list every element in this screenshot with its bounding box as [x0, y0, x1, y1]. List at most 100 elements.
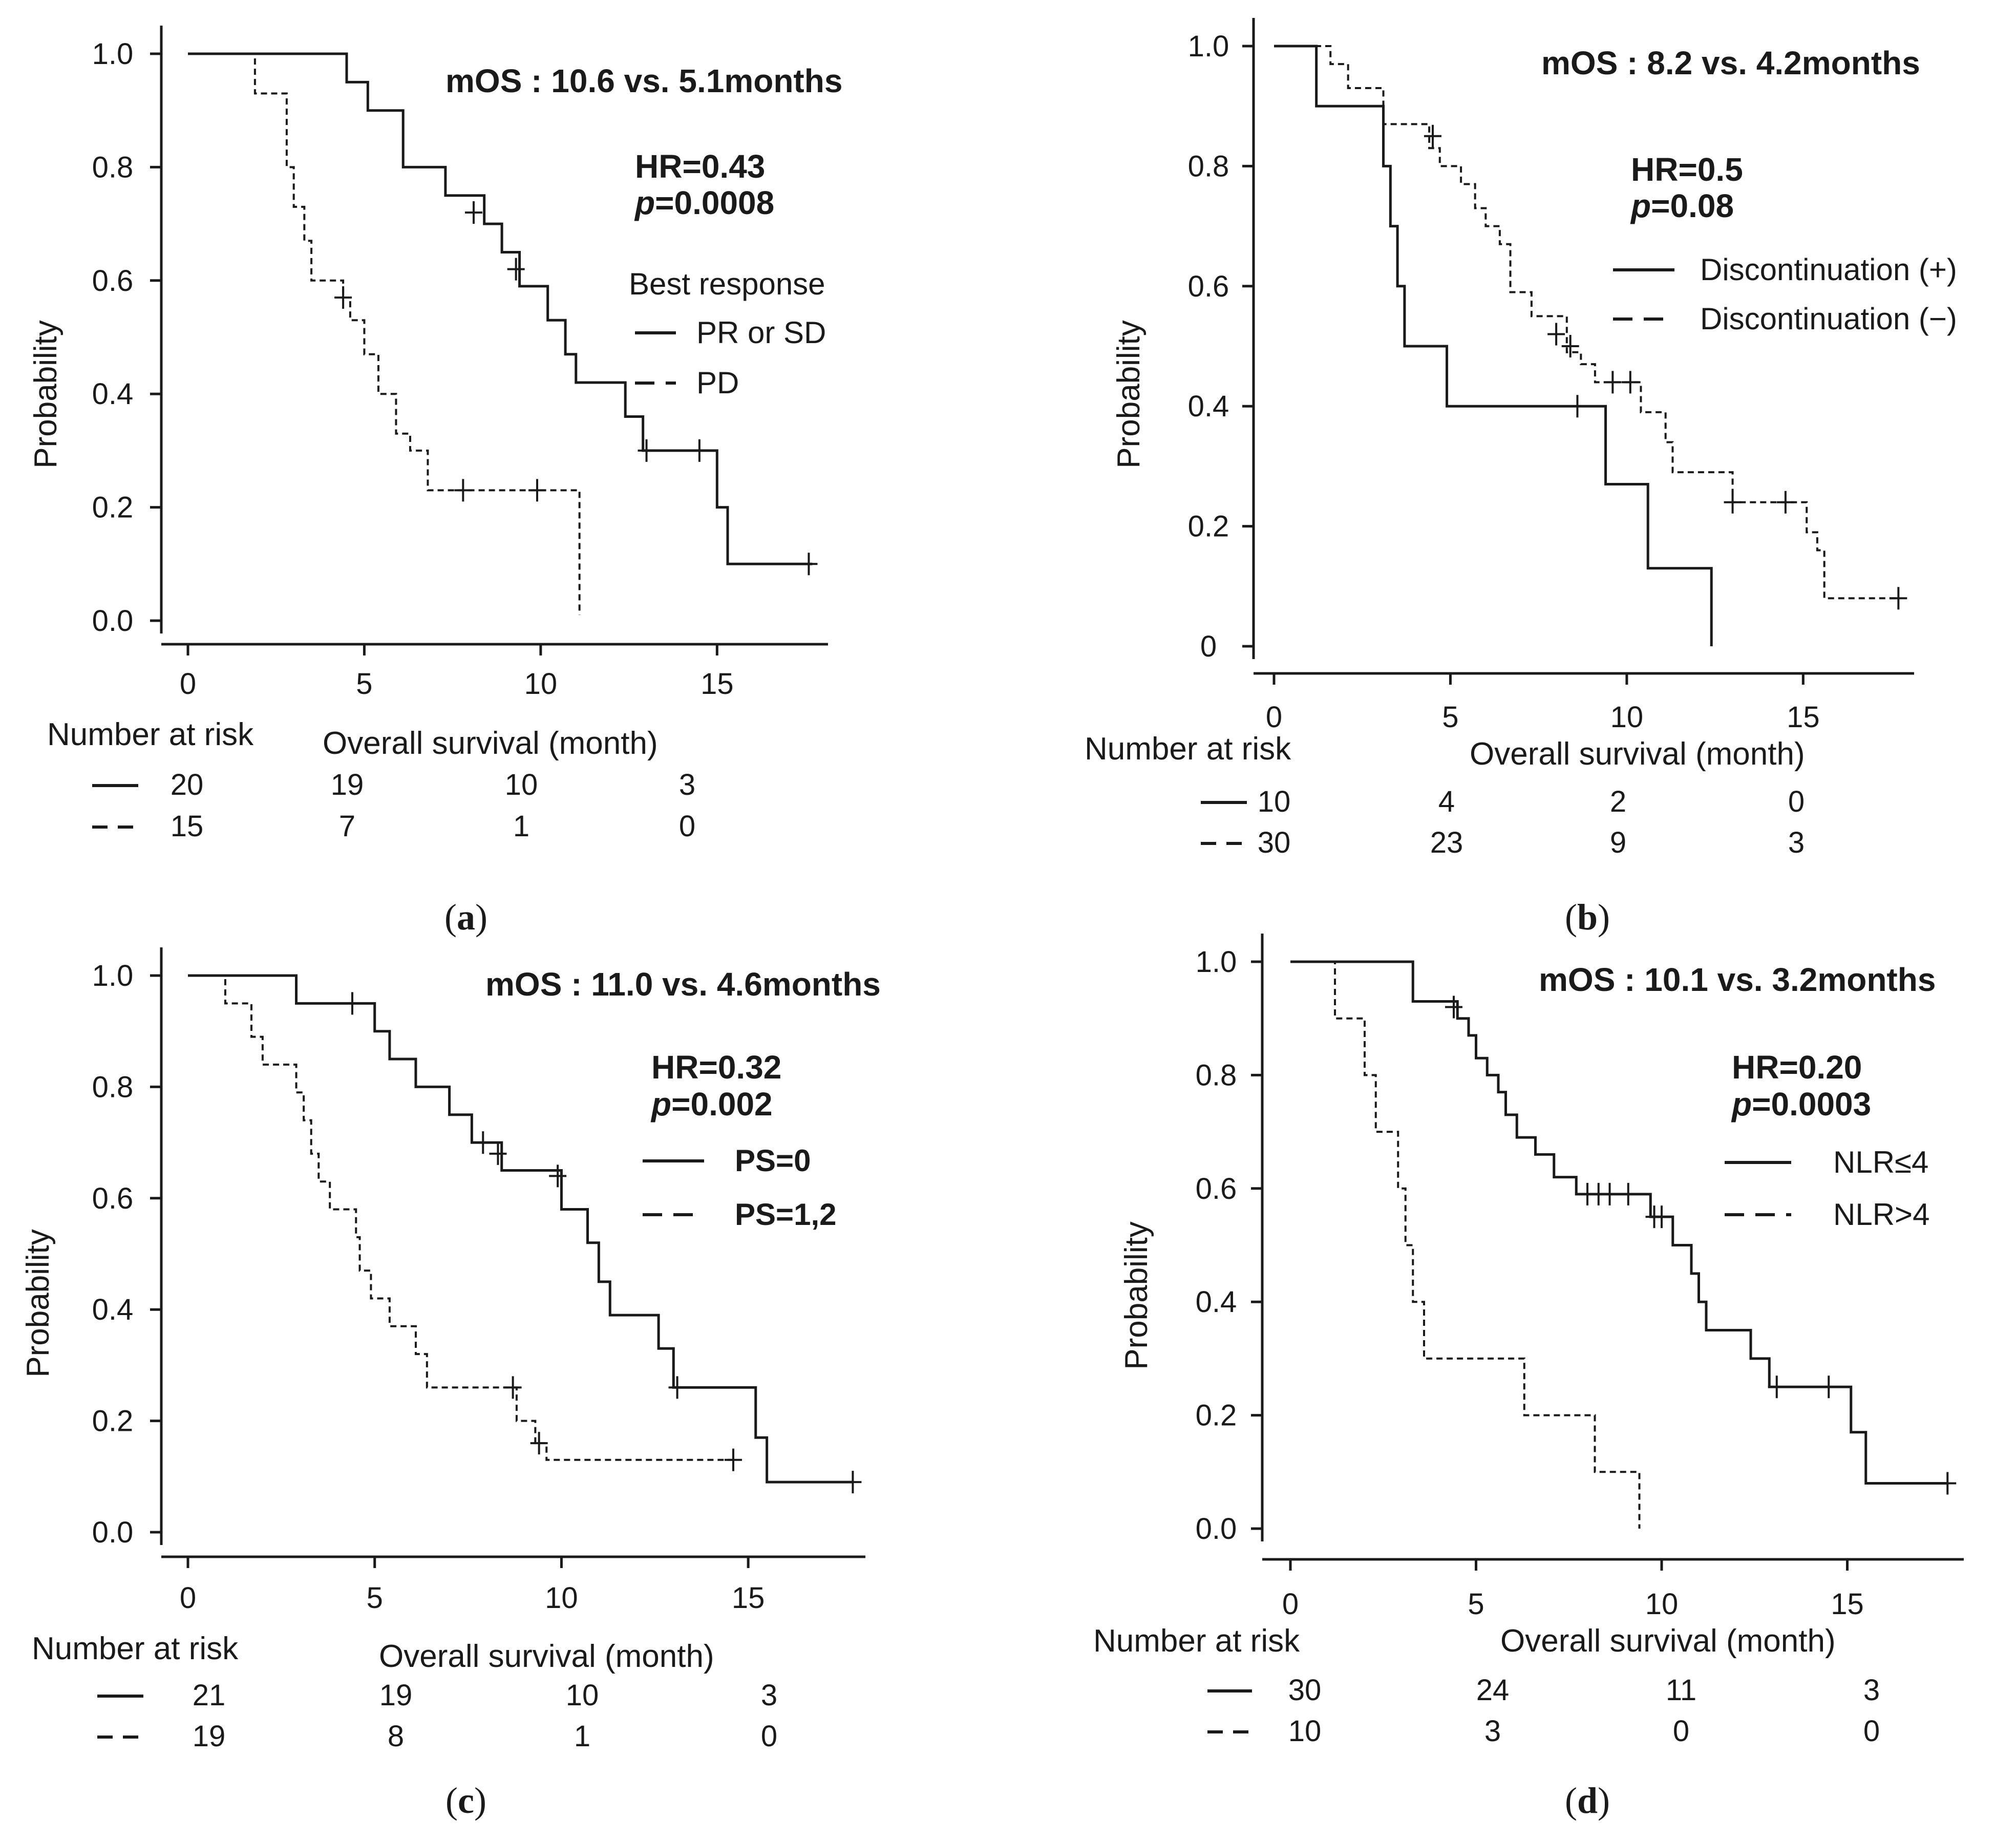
risk-count: 10: [566, 1679, 599, 1712]
y-tick-label: 0.2: [1188, 510, 1229, 543]
censor-mark: [334, 286, 352, 309]
legend-entry: PR or SD: [696, 315, 826, 350]
caption-open: (: [445, 1780, 458, 1821]
risk-count: 3: [1788, 826, 1805, 859]
p-symbol: p: [1630, 187, 1651, 224]
y-tick-label: 1.0: [92, 37, 134, 71]
p-value: =0.0008: [655, 184, 774, 221]
y-tick-label: 0.4: [1188, 390, 1229, 423]
risk-count: 2: [1610, 785, 1626, 818]
mos-annotation: mOS : 10.6 vs. 5.1months: [445, 62, 842, 99]
x-tick-label: 10: [1610, 701, 1644, 734]
km-curve-dashed: [188, 53, 581, 615]
censor-mark: [1768, 1376, 1786, 1399]
panel-caption: (c): [445, 1780, 486, 1821]
censor-mark: [1619, 1182, 1637, 1205]
legend-entry: PD: [696, 366, 739, 400]
censor-mark: [1939, 1472, 1957, 1495]
legend-entry: NLR≤4: [1833, 1145, 1928, 1179]
p-value-annotation: p=0.002: [650, 1086, 773, 1123]
censor-mark: [638, 439, 655, 462]
y-tick-label: 0.8: [1196, 1059, 1237, 1092]
y-tick-label: 0.6: [92, 264, 134, 298]
censor-mark: [507, 258, 525, 281]
legend-entry: NLR>4: [1833, 1197, 1929, 1232]
risk-count: 30: [1288, 1674, 1322, 1707]
panel-caption: (d): [1565, 1780, 1610, 1821]
risk-count: 3: [1863, 1674, 1880, 1707]
x-tick-label: 15: [1787, 701, 1820, 734]
censor-mark: [1776, 491, 1794, 514]
censor-mark: [530, 1432, 548, 1455]
x-tick-label: 0: [1282, 1588, 1299, 1621]
censor-mark: [1561, 335, 1579, 357]
km-curve-solid: [188, 52, 813, 565]
risk-count: 0: [1863, 1715, 1880, 1748]
risk-count: 30: [1258, 826, 1291, 859]
y-axis-label: Probability: [1119, 1221, 1154, 1369]
censor-mark: [1601, 1182, 1619, 1205]
y-tick-label: 0.6: [92, 1182, 134, 1215]
x-tick-label: 0: [1266, 701, 1282, 734]
x-tick-label: 10: [545, 1581, 578, 1615]
caption-close: ): [474, 1780, 486, 1821]
x-axis-label: Overall survival (month): [1470, 736, 1805, 772]
y-axis-label: Probability: [28, 320, 63, 468]
mos-annotation: mOS : 11.0 vs. 4.6months: [485, 966, 881, 1003]
y-tick-label: 0.2: [1196, 1399, 1237, 1432]
p-value: =0.0003: [1752, 1086, 1871, 1123]
y-tick-label: 0.0: [1196, 1512, 1237, 1546]
x-tick-label: 15: [701, 667, 734, 701]
censor-mark: [454, 479, 472, 502]
x-tick-label: 5: [356, 667, 372, 701]
censor-mark: [1820, 1376, 1838, 1399]
y-tick-label: 1.0: [1188, 30, 1229, 63]
panel-caption: (b): [1565, 897, 1610, 938]
caption-open: (: [1565, 1780, 1577, 1821]
y-tick-label: 0.2: [92, 1405, 134, 1438]
risk-count: 10: [505, 768, 538, 801]
panel-a: 0.00.20.40.60.81.00 5 10 15ProbabilityOvera…: [28, 26, 842, 938]
y-tick-label: 0.6: [1196, 1172, 1237, 1205]
panel-d: 0.0 0.2 0.4 0.6 0.8 1.0 0 5 10 15 Probability Overa…: [1093, 934, 1964, 1821]
legend-entry: Discontinuation (+): [1700, 252, 1957, 287]
caption-close: ): [475, 897, 487, 938]
p-value-annotation: p=0.0003: [1731, 1086, 1871, 1123]
censor-mark: [1621, 371, 1639, 394]
legend-entry: Discontinuation (−): [1700, 302, 1957, 336]
risk-count: 19: [193, 1720, 226, 1753]
x-tick-label: 10: [524, 667, 558, 701]
km-curve-solid: [1290, 960, 1948, 1485]
risk-count: 0: [679, 810, 695, 843]
risk-count: 0: [1673, 1715, 1689, 1748]
p-value-annotation: p=0.0008: [634, 184, 774, 221]
y-axis-label: Probability: [1111, 320, 1147, 468]
censor-mark: [549, 1165, 567, 1188]
panel-caption: (a): [444, 897, 487, 938]
risk-count: 3: [761, 1679, 777, 1712]
censor-mark: [1445, 996, 1462, 1019]
km-curve-solid: [1274, 45, 1713, 646]
y-tick-label: 0.4: [92, 377, 134, 411]
km-curve-dashed: [1274, 45, 1899, 600]
risk-count: 11: [1666, 1674, 1696, 1707]
risk-count: 7: [339, 810, 355, 843]
hr-annotation: HR=0.43: [635, 148, 765, 185]
risk-count: 3: [679, 768, 695, 801]
y-tick-label: 0.8: [1188, 150, 1229, 183]
hr-annotation: HR=0.5: [1631, 151, 1743, 188]
risk-count: 21: [193, 1679, 226, 1712]
panel-b: 0 0.2 0.4 0.6 0.8 1.0 0 5 10 15 Probability Overall…: [1085, 18, 1957, 938]
caption-open: (: [1565, 897, 1577, 938]
x-tick-label: 0: [180, 1581, 196, 1615]
p-value: =0.002: [671, 1086, 773, 1123]
censor-mark: [504, 1376, 522, 1399]
y-tick-label: 0.8: [92, 151, 134, 184]
risk-table-label: Number at risk: [1085, 731, 1291, 767]
censor-mark: [668, 1376, 686, 1399]
censor-mark: [465, 201, 482, 224]
risk-count: 8: [388, 1720, 404, 1753]
caption-letter: a: [457, 897, 475, 938]
caption-letter: c: [458, 1780, 474, 1821]
